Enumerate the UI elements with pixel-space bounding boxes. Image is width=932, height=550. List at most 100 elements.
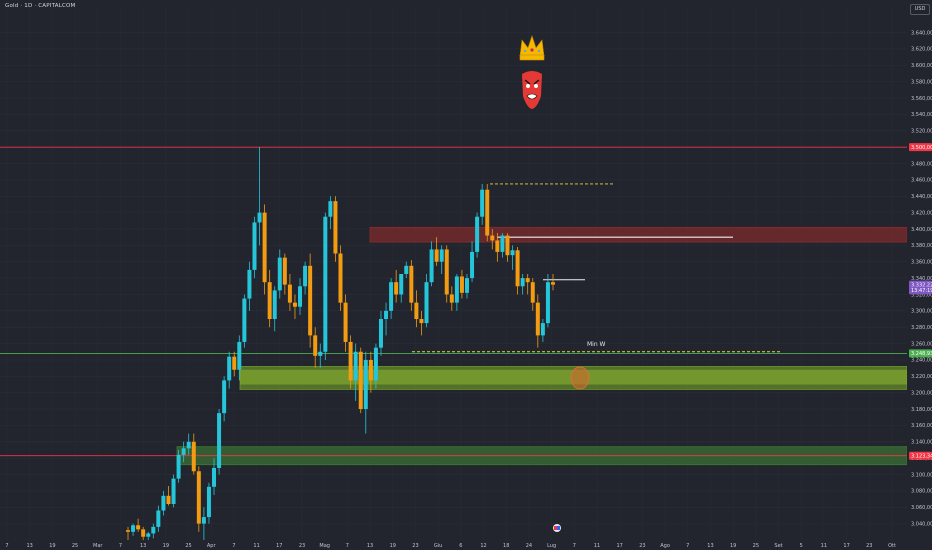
candle[interactable]	[439, 245, 444, 274]
candle[interactable]	[156, 505, 161, 532]
candle[interactable]	[480, 183, 485, 225]
candle[interactable]	[551, 274, 555, 291]
candle[interactable]	[328, 196, 333, 229]
candle[interactable]	[227, 351, 232, 389]
candle[interactable]	[277, 249, 282, 299]
candle[interactable]	[414, 290, 419, 328]
candle[interactable]	[201, 507, 206, 540]
candle[interactable]	[454, 274, 459, 311]
candle[interactable]	[475, 212, 480, 258]
candle[interactable]	[252, 216, 257, 279]
candle[interactable]	[126, 526, 130, 540]
annotation-label[interactable]: Min W	[587, 341, 606, 348]
candle[interactable]	[520, 274, 525, 295]
candle[interactable]	[510, 245, 515, 270]
time-tick-label: Set	[774, 543, 782, 549]
candle[interactable]	[272, 286, 277, 332]
currency-label[interactable]: USD	[910, 4, 930, 15]
time-tick-label: 13	[140, 543, 146, 549]
candle[interactable]	[424, 274, 429, 328]
candle[interactable]	[181, 441, 186, 463]
candle[interactable]	[404, 261, 409, 279]
candle[interactable]	[389, 278, 394, 320]
candle[interactable]	[176, 449, 181, 483]
candle[interactable]	[449, 286, 454, 311]
candle[interactable]	[368, 351, 373, 393]
candle[interactable]	[409, 260, 414, 311]
candle[interactable]	[399, 274, 404, 303]
symbol-title[interactable]: Gold · 1D · CAPITALCOM	[5, 3, 76, 9]
target-circle-marker[interactable]	[570, 366, 590, 390]
candle[interactable]	[186, 433, 191, 455]
candle[interactable]	[373, 343, 378, 389]
candle[interactable]	[191, 433, 196, 475]
candle[interactable]	[323, 212, 328, 360]
candle[interactable]	[217, 409, 222, 475]
candle[interactable]	[247, 261, 252, 311]
candle[interactable]	[419, 310, 424, 336]
candle[interactable]	[313, 327, 318, 369]
candle[interactable]	[222, 376, 227, 422]
price-zone[interactable]	[369, 226, 908, 243]
candle[interactable]	[358, 347, 363, 414]
candle[interactable]	[166, 485, 171, 506]
candle[interactable]	[378, 310, 383, 356]
candle[interactable]	[429, 241, 434, 287]
candle[interactable]	[308, 253, 313, 348]
candle[interactable]	[287, 274, 292, 311]
candle[interactable]	[530, 278, 535, 311]
candle[interactable]	[292, 294, 297, 320]
price-tag-label: 13:47:19	[911, 288, 932, 294]
candle[interactable]	[262, 204, 267, 295]
candle[interactable]	[257, 147, 262, 246]
candle[interactable]	[282, 253, 287, 295]
candle[interactable]	[459, 269, 464, 299]
candle[interactable]	[333, 196, 338, 262]
candle[interactable]	[196, 466, 201, 532]
candle[interactable]	[384, 302, 389, 336]
time-tick-label: Apr	[207, 543, 217, 549]
event-badge-icon[interactable]	[553, 524, 561, 532]
candle[interactable]	[206, 482, 211, 524]
candle[interactable]	[338, 245, 343, 311]
time-axis[interactable]: 7 13 19 25 Mar 7 13 19 25 Apr 7 11 17 23 Mag 7 13 19 23 Giu…	[0, 540, 932, 550]
candle[interactable]	[303, 261, 308, 295]
candle[interactable]	[490, 228, 495, 250]
candle[interactable]	[363, 351, 368, 434]
candle[interactable]	[161, 490, 166, 516]
price-tick-label: 3.600,00	[911, 63, 932, 69]
candle[interactable]	[540, 319, 545, 342]
candle[interactable]	[535, 294, 540, 348]
price-tick-label: 3.080,00	[911, 489, 932, 495]
candle[interactable]	[500, 233, 505, 258]
candle[interactable]	[505, 233, 510, 262]
candle[interactable]	[348, 335, 353, 389]
candle[interactable]	[237, 335, 242, 381]
candle[interactable]	[298, 278, 303, 315]
price-axis[interactable]: 3.040,003.060,003.080,003.100,003.120,00…	[907, 0, 932, 550]
candle[interactable]	[242, 294, 247, 348]
candle[interactable]	[267, 269, 272, 328]
candle[interactable]	[343, 294, 348, 352]
candle[interactable]	[151, 523, 156, 539]
candle[interactable]	[525, 274, 530, 295]
candle[interactable]	[444, 245, 449, 303]
candle[interactable]	[470, 241, 475, 283]
candle[interactable]	[318, 343, 323, 369]
candle[interactable]	[434, 237, 439, 266]
candle[interactable]	[353, 343, 358, 401]
candle[interactable]	[545, 274, 550, 328]
candle[interactable]	[515, 246, 520, 295]
candle[interactable]	[394, 269, 399, 303]
candle[interactable]	[171, 474, 176, 508]
candle[interactable]	[232, 351, 237, 377]
candle[interactable]	[141, 526, 146, 540]
candle[interactable]	[131, 523, 136, 536]
candle[interactable]	[485, 183, 490, 242]
time-tick-label: 23	[866, 543, 872, 549]
candle[interactable]	[464, 274, 469, 299]
candle[interactable]	[136, 518, 141, 532]
candle[interactable]	[212, 458, 217, 495]
candle[interactable]	[495, 233, 500, 262]
